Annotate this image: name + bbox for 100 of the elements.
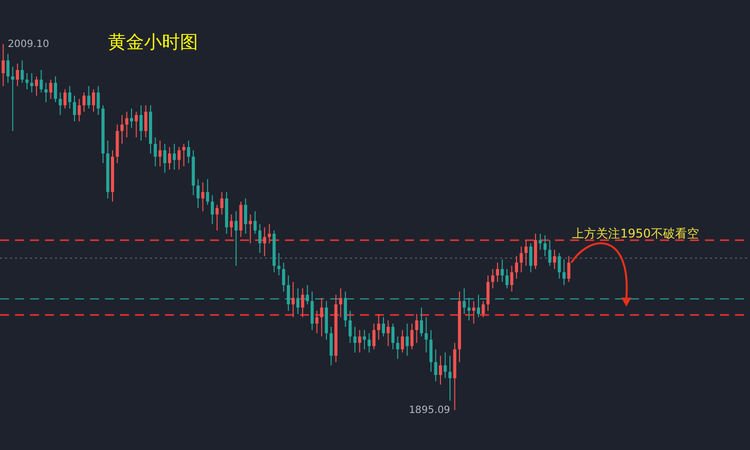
candlestick [206, 178, 210, 206]
candlestick [434, 348, 438, 382]
candlestick [315, 310, 318, 334]
text: 上方关注1950不破看空 [572, 226, 699, 241]
candlestick [20, 60, 24, 84]
candlestick [444, 352, 447, 379]
candlestick [301, 288, 304, 318]
candlestick [500, 258, 504, 282]
candlestick [429, 330, 433, 372]
candlestick [78, 98, 81, 122]
candlestick [415, 313, 418, 344]
candlestick [187, 140, 190, 164]
candlestick [400, 330, 404, 354]
candlestick [362, 330, 366, 350]
candlestick [92, 88, 96, 112]
candlestick [201, 182, 204, 212]
candlestick [11, 66, 14, 132]
candlestick [68, 86, 72, 110]
candlestick [552, 249, 556, 270]
candlestick [158, 140, 162, 167]
annotation: 2009.10 [8, 39, 50, 50]
candlestick [548, 240, 552, 266]
candlestick [562, 258, 566, 286]
candlestick [514, 256, 518, 280]
candlestick [234, 210, 238, 266]
candlestick [420, 307, 423, 337]
candlestick [82, 92, 86, 112]
candlestick [163, 143, 166, 174]
candlestick [277, 252, 280, 276]
candlestick [244, 198, 248, 234]
candlestick [496, 262, 500, 282]
candlestick [482, 300, 485, 318]
candlestick [424, 316, 428, 354]
candlestick [172, 143, 176, 170]
candlestick [320, 297, 324, 337]
candlestick [538, 233, 542, 250]
candlestick [34, 76, 38, 96]
candlestick [125, 111, 128, 138]
candlestick [263, 226, 266, 257]
candlestick [491, 268, 494, 289]
candlestick [130, 108, 134, 128]
candlestick [254, 210, 257, 234]
candlestick [310, 291, 314, 331]
candlestick [382, 316, 385, 337]
candlestick [49, 79, 52, 100]
candlestick [339, 288, 342, 318]
candlestick [448, 355, 452, 402]
candlestick [543, 234, 547, 257]
candlestick [63, 88, 67, 110]
annotation: 1895.09 [408, 405, 450, 416]
candlestick [230, 214, 233, 238]
candlestick [368, 332, 371, 354]
candlestick [348, 310, 352, 344]
candlestick [139, 104, 143, 142]
candlestick [134, 111, 138, 138]
candlestick [510, 265, 514, 292]
candlestick [486, 274, 490, 312]
candlestick [258, 224, 262, 254]
candlestick [216, 204, 219, 232]
candlestick [406, 323, 409, 356]
candlestick [87, 86, 90, 110]
candlestick [391, 323, 394, 350]
candlestick [386, 320, 390, 347]
candlestick [353, 326, 356, 354]
candlestick [220, 191, 224, 215]
candlestick [144, 104, 148, 138]
candlestick [182, 143, 186, 167]
candlestick [282, 262, 286, 292]
chart-title: 黄金小时图 [108, 32, 198, 53]
candlestick [248, 214, 252, 244]
candlestick [472, 300, 476, 324]
candlestick [330, 326, 333, 366]
candlestick [30, 72, 34, 93]
candlestick [567, 256, 570, 282]
candlestick [396, 336, 400, 360]
candlestick [520, 246, 523, 273]
candlestick [210, 194, 214, 225]
candlestick [372, 323, 376, 350]
candlestick [196, 178, 200, 209]
candlestick [410, 323, 414, 350]
candlestick [120, 114, 124, 144]
candlestick [54, 76, 58, 103]
candlestick [524, 240, 528, 266]
candlestick [178, 146, 181, 170]
candlestick [168, 146, 172, 170]
candlestick [529, 242, 532, 273]
candlestick [16, 63, 20, 87]
candlestick [6, 53, 10, 84]
candlestick [505, 268, 509, 289]
candlestick [558, 252, 561, 280]
candlestick [268, 224, 271, 244]
candlestick [377, 313, 380, 340]
candlestick [2, 44, 5, 87]
candlestick [292, 281, 295, 318]
candlestick [438, 355, 442, 386]
candlestick [72, 95, 76, 122]
candlestick [154, 136, 157, 167]
candlestick [358, 330, 362, 354]
candlestick [58, 92, 62, 116]
candlestick [96, 86, 100, 116]
